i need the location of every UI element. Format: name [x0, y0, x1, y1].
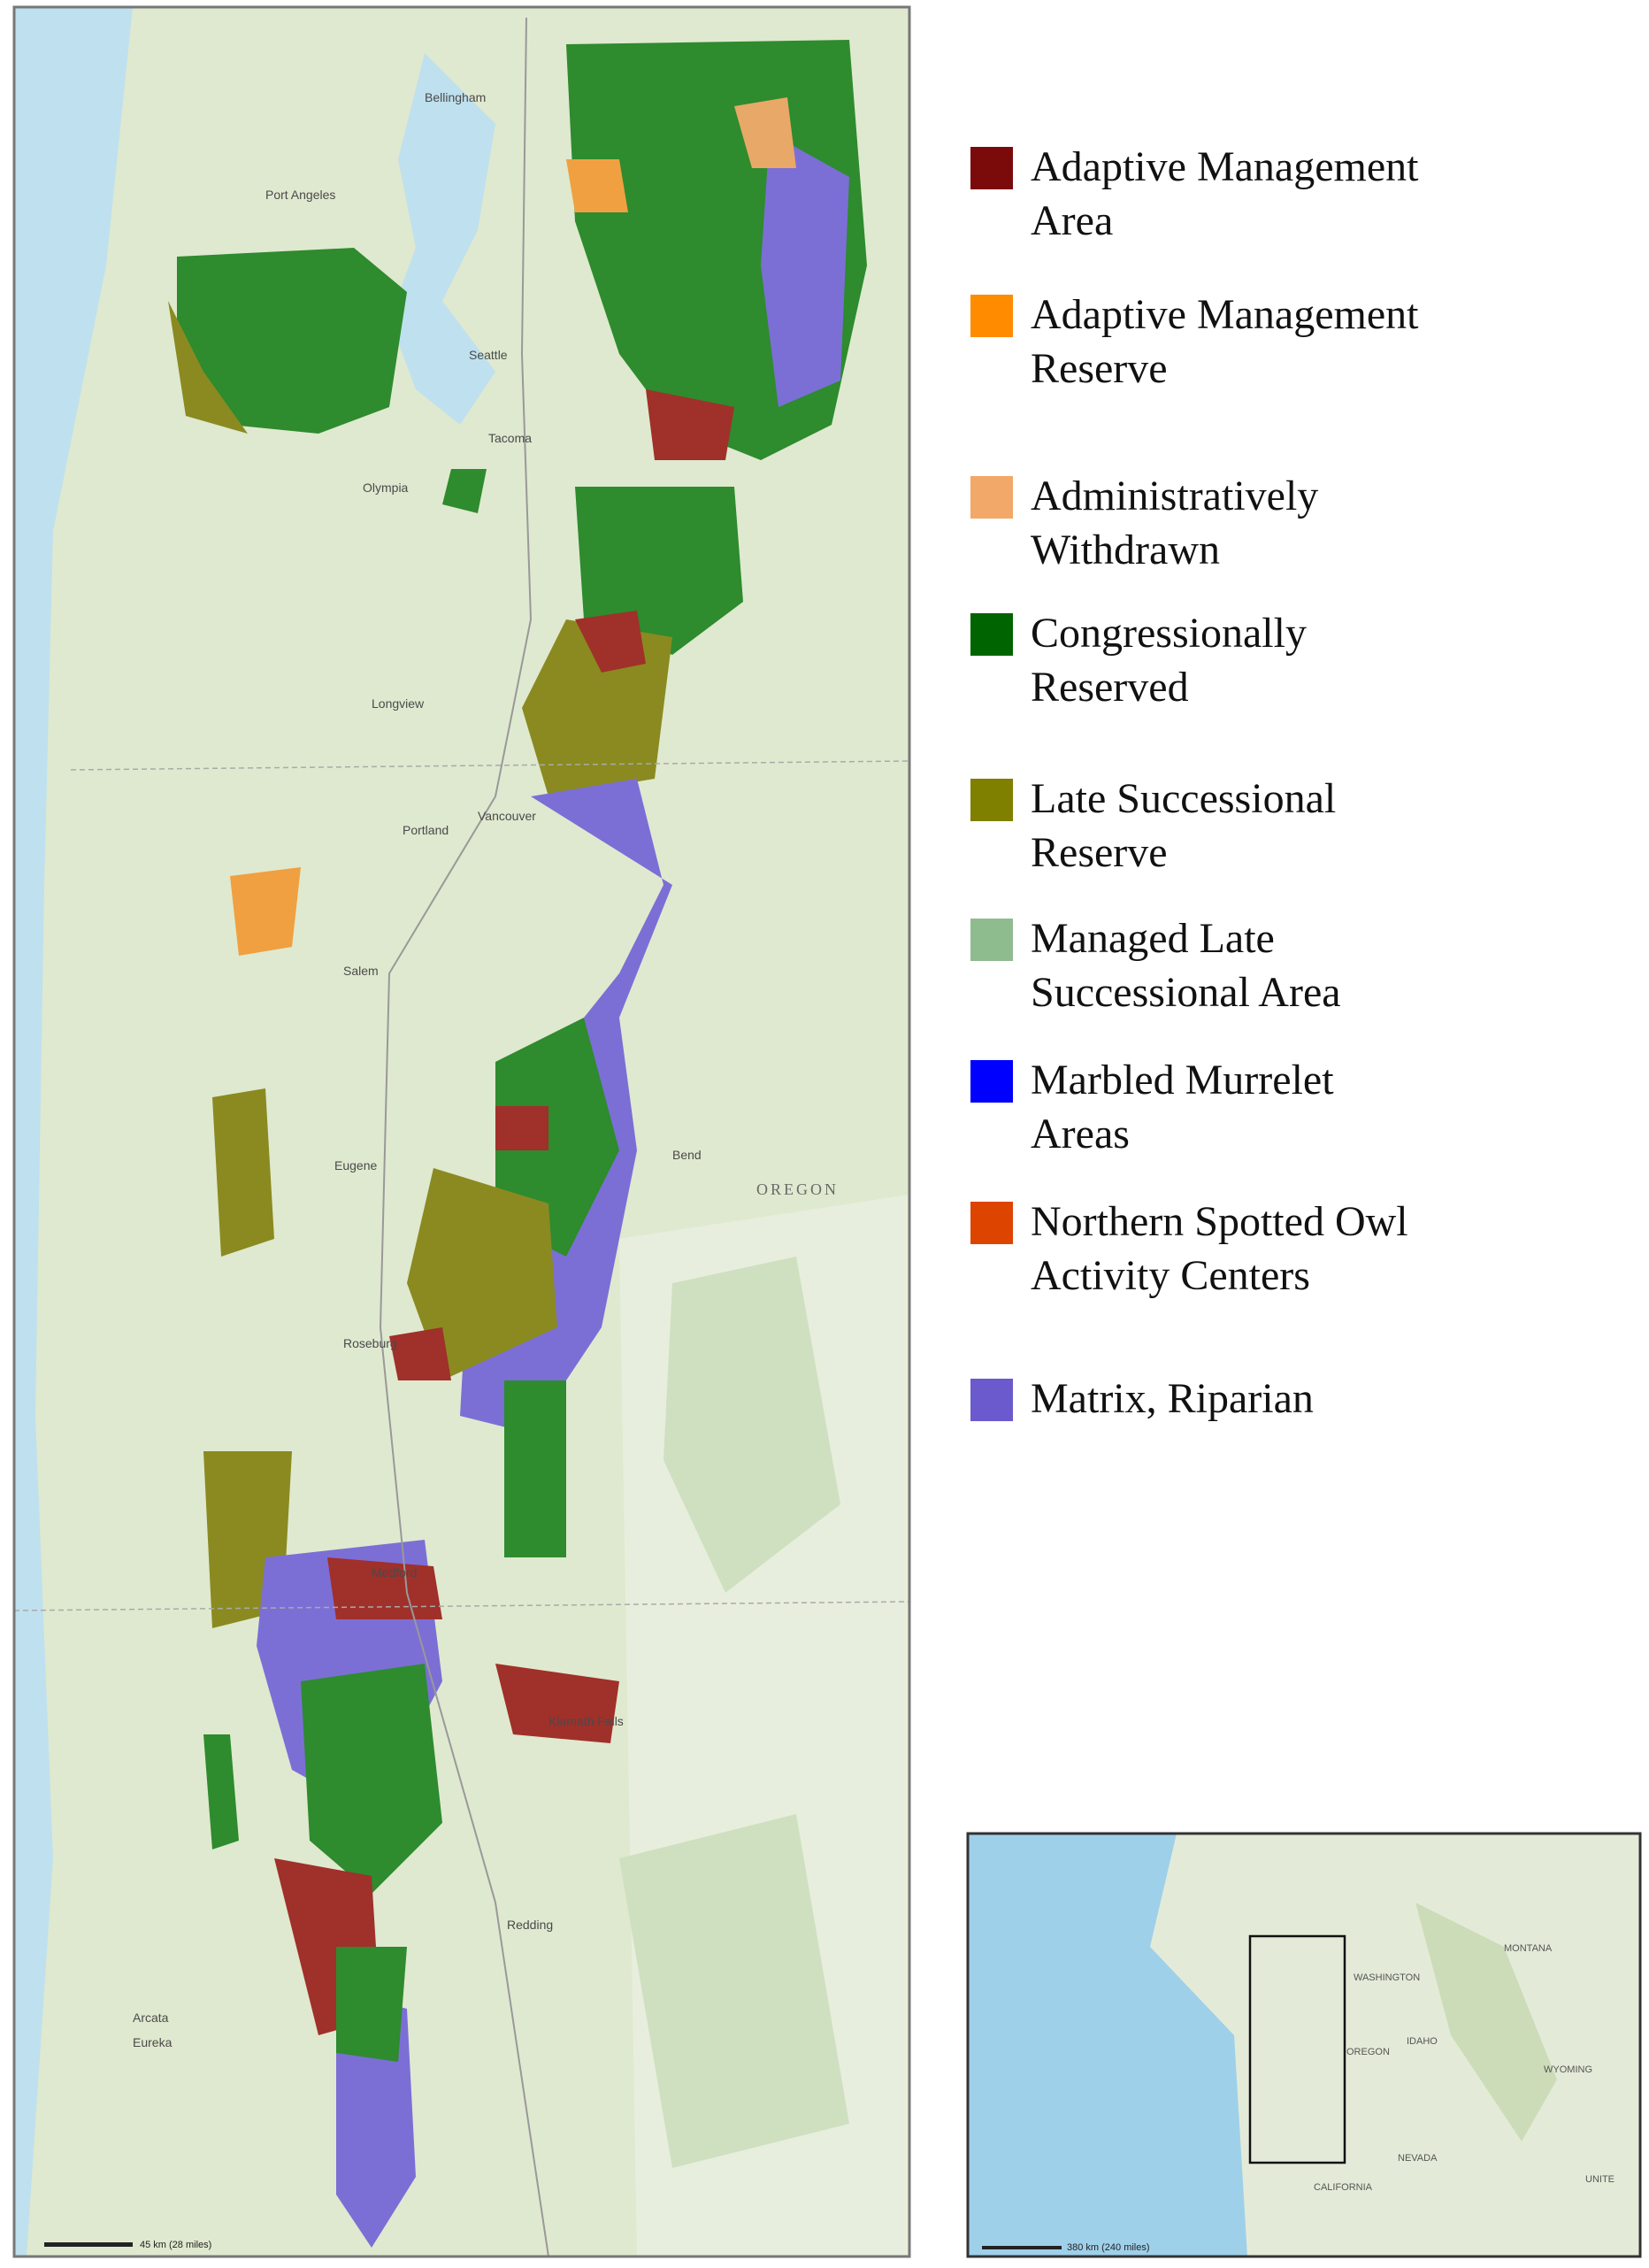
legend-label: Adaptive Management Area [1031, 143, 1419, 244]
place-label: Arcata [133, 2010, 169, 2025]
legend-item: Managed Late Successional Area [970, 911, 1625, 1019]
place-label: Eugene [334, 1158, 377, 1172]
legend-swatch [970, 1379, 1013, 1421]
inset-extent [1248, 1934, 1346, 2164]
administratively-withdrawn [734, 97, 796, 168]
inset-label: OREGON [1346, 2047, 1390, 2057]
place-label: Salem [343, 964, 379, 978]
legend-item: Adaptive Management Reserve [970, 288, 1625, 396]
legend-label: Northern Spotted Owl Activity Centers [1031, 1198, 1408, 1299]
place-label: Bend [672, 1148, 702, 1162]
state-border [70, 760, 910, 771]
congressionally-reserved [442, 469, 487, 513]
legend-label: Administratively Withdrawn [1031, 473, 1319, 573]
national-forest [619, 1814, 849, 2168]
legend-swatch [970, 1060, 1013, 1103]
inset-label: IDAHO [1407, 2036, 1438, 2047]
legend-item: Matrix, Riparian [970, 1372, 1625, 1426]
place-label: Redding [507, 1918, 553, 1932]
adaptive-management-area [389, 1327, 451, 1380]
adaptive-management-area [495, 1106, 548, 1150]
scale-bar [44, 2242, 133, 2247]
ocean [14, 7, 133, 2256]
inset-labels: WASHINGTON MONTANA IDAHO OREGON WYOMING NEVAD… [1314, 1943, 1614, 2193]
legend-swatch [970, 919, 1013, 961]
state-label: OREGON [756, 1180, 839, 1198]
inset-label: NEVADA [1398, 2153, 1438, 2164]
legend-swatch [970, 476, 1013, 519]
map-frame [12, 5, 911, 2258]
congressionally-reserved [177, 248, 407, 434]
late-successional-reserve [407, 1168, 557, 1380]
highway [379, 17, 549, 2257]
place-label: Portland [403, 823, 449, 837]
place-label: Medford [372, 1565, 417, 1580]
place-label: Longview [372, 696, 425, 711]
legend-item: Congressionally Reserved [970, 606, 1625, 714]
legend-item: Adaptive Management Area [970, 140, 1625, 248]
late-successional-reserve [168, 301, 248, 434]
congressionally-reserved [203, 1734, 239, 1849]
adaptive-management-reserve [566, 159, 628, 212]
state-border [13, 1601, 910, 1611]
legend-label: Late Successional Reserve [1031, 775, 1337, 876]
rocky-mountains [1415, 1903, 1557, 2141]
place-label: Vancouver [478, 809, 536, 823]
legend-swatch [970, 147, 1013, 189]
legend-swatch [970, 1202, 1013, 1244]
legend-item: Administratively Withdrawn [970, 469, 1625, 577]
inset-ocean [968, 1834, 1247, 2256]
inset-scale-label: 380 km (240 miles) [1067, 2242, 1150, 2253]
inset-frame [966, 1832, 1642, 2258]
legend-item: Late Successional Reserve [970, 772, 1625, 880]
place-label: Roseburg [343, 1336, 397, 1350]
national-forest [663, 1257, 840, 1593]
legend-item: Northern Spotted Owl Activity Centers [970, 1195, 1625, 1303]
adaptive-management-area [646, 389, 734, 460]
legend-swatch [970, 613, 1013, 656]
inset-scale-bar [982, 2246, 1062, 2249]
place-label: Seattle [469, 348, 508, 362]
inset-label: UNITE [1585, 2174, 1614, 2185]
place-labels: Seattle Tacoma Olympia Portland Vancouver Sal… [133, 90, 702, 2049]
legend-label: Managed Late Successional Area [1031, 915, 1341, 1016]
place-label: Bellingham [425, 90, 486, 104]
inset-label: WASHINGTON [1354, 1972, 1420, 1983]
congressionally-reserved [575, 487, 743, 655]
adaptive-management-reserve [230, 867, 301, 956]
inset-label: MONTANA [1504, 1943, 1553, 1954]
place-label: Olympia [363, 481, 409, 495]
legend-label: Congressionally Reserved [1031, 610, 1307, 711]
place-label: Tacoma [488, 431, 532, 445]
place-label: Port Angeles [265, 188, 335, 202]
inset-label: WYOMING [1544, 2064, 1592, 2075]
puget-sound [389, 53, 495, 425]
legend-swatch [970, 295, 1013, 337]
congressionally-reserved [301, 1664, 442, 1894]
legend-item: Marbled Murrelet Areas [970, 1053, 1625, 1161]
congressionally-reserved [504, 1380, 566, 1557]
adaptive-management-area [495, 1664, 619, 1743]
scale-label: 45 km (28 miles) [140, 2240, 211, 2250]
late-successional-reserve [212, 1088, 274, 1257]
inset-map: WASHINGTON MONTANA IDAHO OREGON WYOMING NEVAD… [966, 1832, 1642, 2258]
congressionally-reserved [336, 1947, 407, 2062]
adaptive-management-area [327, 1557, 442, 1619]
legend-swatch [970, 779, 1013, 821]
adaptive-management-area [575, 611, 646, 673]
inset-label: CALIFORNIA [1314, 2182, 1373, 2193]
matrix-riparian [761, 133, 849, 407]
legend-label: Marbled Murrelet Areas [1031, 1057, 1334, 1157]
legend-label: Adaptive Management Reserve [1031, 291, 1419, 392]
legend-label: Matrix, Riparian [1031, 1375, 1314, 1422]
place-label: Eureka [133, 2035, 173, 2049]
main-map: Seattle Tacoma Olympia Portland Vancouver Sal… [12, 5, 911, 2258]
place-label: Klamath Falls [548, 1714, 624, 1728]
